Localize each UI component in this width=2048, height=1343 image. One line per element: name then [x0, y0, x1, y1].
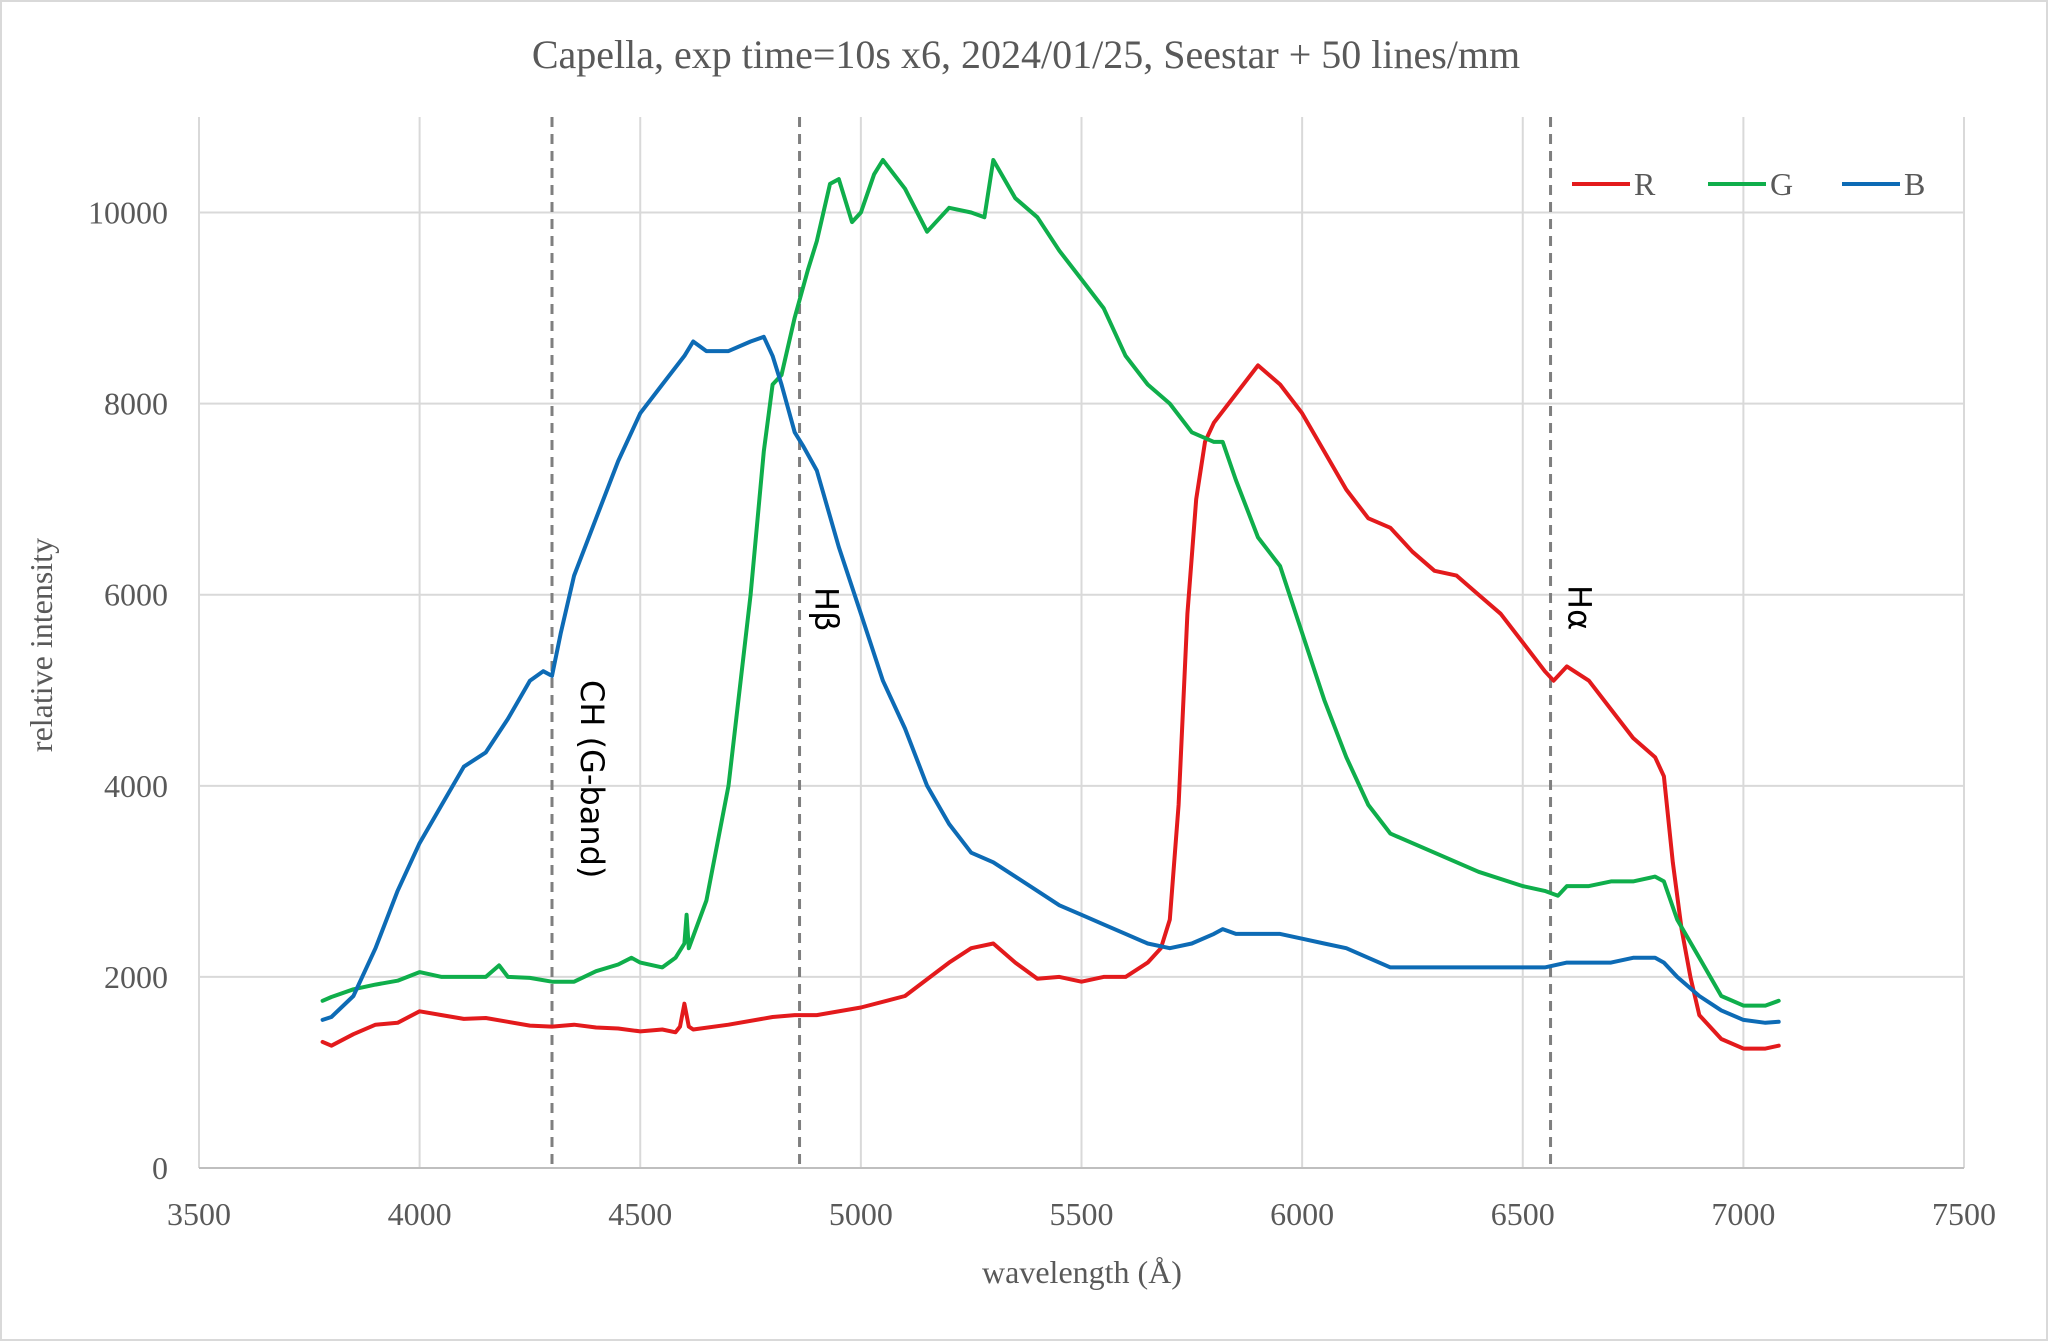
- y-tick-label: 4000: [104, 768, 168, 804]
- series-layer: [320, 158, 1781, 1051]
- series-line-R: [320, 363, 1781, 1051]
- x-axis-label: wavelength (Å): [982, 1254, 1182, 1290]
- x-tick-label: 5000: [829, 1196, 893, 1232]
- legend-label-G: G: [1770, 166, 1793, 202]
- y-tick-label: 0: [152, 1150, 168, 1186]
- y-tick-label: 10000: [88, 195, 168, 231]
- x-tick-label: 6500: [1491, 1196, 1555, 1232]
- x-tick-label: 4000: [388, 1196, 452, 1232]
- legend-label-R: R: [1634, 166, 1656, 202]
- y-tick-label: 8000: [104, 386, 168, 422]
- x-tick-label: 4500: [608, 1196, 672, 1232]
- legend-label-B: B: [1904, 166, 1925, 202]
- annotation-label: Hα: [1561, 585, 1599, 630]
- annotation-label: Hβ: [808, 587, 846, 631]
- x-tick-label: 3500: [167, 1196, 231, 1232]
- y-tick-label: 6000: [104, 577, 168, 613]
- y-axis-label: relative intensity: [23, 538, 59, 752]
- axis-layer: 3500 4000 4500 5000 5500 6000 6500 7000 7500 0 200…: [88, 195, 1996, 1232]
- series-line-B: [320, 334, 1781, 1025]
- annotation-layer: CH (G-band) Hβ Hα: [550, 117, 1599, 1168]
- series-line-G: [320, 158, 1781, 1008]
- x-tick-label: 7000: [1711, 1196, 1775, 1232]
- y-tick-label: 2000: [104, 959, 168, 995]
- grid-layer: [198, 117, 1965, 1168]
- x-tick-label: 7500: [1932, 1196, 1996, 1232]
- annotation-label: CH (G-band): [573, 680, 611, 878]
- x-tick-label: 6000: [1270, 1196, 1334, 1232]
- x-tick-label: 5500: [1050, 1196, 1114, 1232]
- chart-title: Capella, exp time=10s x6, 2024/01/25, Se…: [532, 32, 1520, 77]
